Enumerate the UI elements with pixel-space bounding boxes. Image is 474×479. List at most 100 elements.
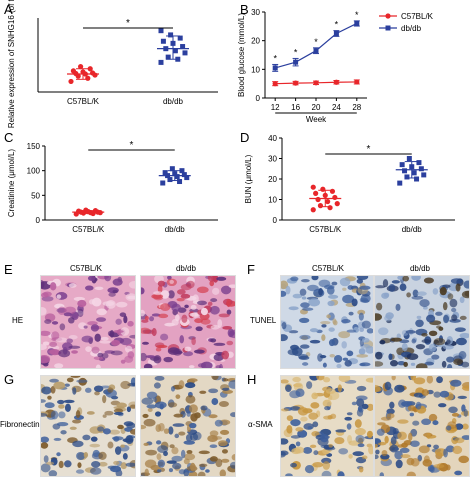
cell-nucleus bbox=[85, 346, 92, 353]
cell-nucleus bbox=[185, 382, 196, 389]
data-point bbox=[272, 81, 278, 87]
cell-nucleus bbox=[102, 428, 111, 435]
cell-nucleus bbox=[146, 391, 158, 399]
cell-nucleus bbox=[41, 413, 48, 417]
cell-nucleus bbox=[415, 343, 426, 350]
data-point bbox=[315, 196, 321, 203]
cell-nucleus bbox=[366, 328, 373, 334]
cell-nucleus bbox=[365, 345, 373, 354]
cell-nucleus bbox=[97, 426, 105, 432]
row-label-tunel: TUNEL bbox=[250, 316, 277, 325]
cell-nucleus bbox=[129, 334, 135, 339]
row-label-asma: α-SMA bbox=[248, 420, 273, 429]
cell-nucleus bbox=[322, 461, 331, 470]
cell-nucleus bbox=[320, 321, 331, 325]
cell-nucleus bbox=[408, 432, 413, 441]
cell-nucleus bbox=[92, 449, 100, 458]
cell-nucleus bbox=[381, 292, 389, 299]
cell-nucleus bbox=[226, 298, 231, 308]
cell-nucleus bbox=[218, 313, 230, 318]
cell-nucleus bbox=[358, 466, 364, 473]
cell-nucleus bbox=[402, 276, 410, 282]
significance-mark: * bbox=[130, 140, 134, 151]
cell-nucleus bbox=[94, 333, 101, 342]
y-axis-label: BUN (μmol/L) bbox=[244, 154, 253, 203]
cell-nucleus bbox=[72, 419, 82, 424]
cell-nucleus bbox=[143, 363, 153, 368]
col-label-f-2: db/db bbox=[409, 264, 431, 273]
data-point bbox=[416, 160, 422, 166]
cell-nucleus bbox=[376, 428, 385, 436]
cell-nucleus bbox=[433, 444, 439, 450]
cell-nucleus bbox=[329, 353, 336, 358]
cell-nucleus bbox=[313, 450, 319, 456]
cell-nucleus bbox=[428, 343, 437, 352]
cell-nucleus bbox=[300, 302, 310, 309]
cell-nucleus bbox=[458, 350, 467, 360]
cell-nucleus bbox=[292, 293, 303, 299]
cell-nucleus bbox=[102, 301, 115, 307]
cell-nucleus bbox=[348, 311, 354, 316]
cell-nucleus bbox=[160, 333, 169, 341]
cell-nucleus bbox=[295, 441, 301, 447]
cell-nucleus bbox=[321, 324, 327, 328]
cell-nucleus bbox=[120, 462, 127, 470]
cell-nucleus bbox=[426, 314, 436, 323]
cell-nucleus bbox=[120, 327, 130, 336]
cell-nucleus bbox=[411, 338, 417, 344]
cell-nucleus bbox=[168, 402, 178, 408]
cell-nucleus bbox=[117, 424, 124, 430]
cell-nucleus bbox=[107, 441, 114, 449]
cell-nucleus bbox=[438, 403, 447, 408]
cell-nucleus bbox=[123, 315, 128, 324]
cell-nucleus bbox=[361, 403, 369, 410]
cell-nucleus bbox=[356, 278, 364, 284]
cell-nucleus bbox=[120, 359, 126, 364]
micrograph-texture bbox=[281, 376, 373, 476]
cell-nucleus bbox=[406, 353, 419, 360]
cell-nucleus bbox=[186, 411, 191, 417]
cell-nucleus bbox=[292, 376, 301, 383]
cell-nucleus bbox=[354, 428, 366, 436]
cell-nucleus bbox=[229, 461, 235, 469]
data-point bbox=[310, 184, 316, 190]
cell-nucleus bbox=[184, 346, 192, 352]
cell-nucleus bbox=[286, 425, 293, 434]
cell-nucleus bbox=[421, 418, 432, 426]
cell-nucleus bbox=[375, 302, 383, 311]
cell-nucleus bbox=[58, 460, 64, 469]
cell-nucleus bbox=[342, 294, 355, 304]
data-point bbox=[172, 48, 178, 54]
cell-nucleus bbox=[141, 309, 146, 317]
cell-nucleus bbox=[51, 331, 60, 340]
cell-nucleus bbox=[141, 424, 147, 430]
cell-nucleus bbox=[64, 403, 71, 412]
cell-nucleus bbox=[436, 325, 442, 329]
x-tick-label: 12 bbox=[271, 103, 280, 112]
y-tick-label: 100 bbox=[27, 167, 41, 176]
cell-nucleus bbox=[125, 293, 135, 302]
cell-nucleus bbox=[174, 314, 180, 322]
cell-nucleus bbox=[351, 401, 357, 406]
cell-nucleus bbox=[91, 346, 100, 354]
cell-nucleus bbox=[191, 337, 196, 346]
data-point bbox=[168, 32, 174, 38]
cell-nucleus bbox=[207, 434, 218, 442]
significance-mark: * bbox=[126, 18, 130, 29]
cell-nucleus bbox=[441, 360, 447, 368]
cell-nucleus bbox=[439, 390, 450, 398]
cell-nucleus bbox=[123, 421, 134, 427]
cell-nucleus bbox=[68, 335, 78, 340]
cell-nucleus bbox=[228, 284, 235, 289]
cell-nucleus bbox=[43, 455, 49, 463]
data-point bbox=[182, 50, 188, 56]
data-point bbox=[87, 66, 93, 72]
micrograph-tunel-dbdb bbox=[374, 275, 470, 369]
cell-nucleus bbox=[463, 409, 468, 417]
cell-nucleus bbox=[324, 405, 331, 411]
cell-nucleus bbox=[351, 298, 358, 307]
cell-nucleus bbox=[198, 463, 208, 468]
cell-nucleus bbox=[120, 444, 125, 448]
cell-nucleus bbox=[227, 328, 235, 338]
cell-nucleus bbox=[195, 326, 203, 332]
